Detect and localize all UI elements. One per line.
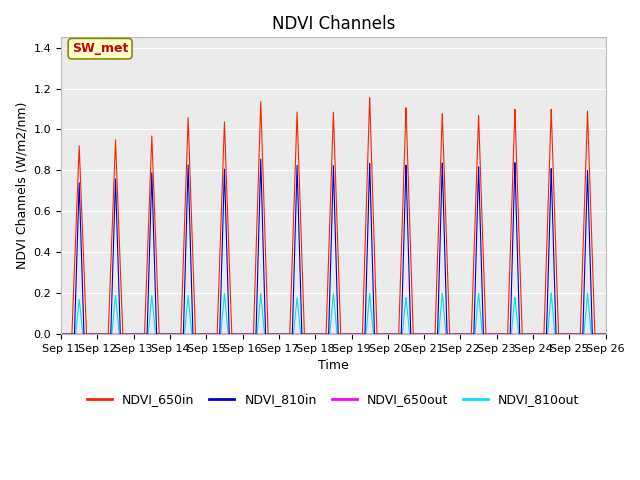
NDVI_650in: [600, 331, 607, 337]
NDVI_810out: [168, 331, 175, 337]
NDVI_810out: [173, 331, 181, 337]
NDVI_810in: [486, 331, 493, 337]
NDVI_650out: [57, 331, 65, 337]
NDVI_650out: [173, 331, 181, 337]
NDVI_810in: [257, 156, 264, 162]
NDVI_650in: [602, 331, 609, 337]
NDVI_810out: [486, 331, 493, 337]
NDVI_810in: [261, 313, 269, 319]
NDVI_650in: [366, 95, 374, 101]
NDVI_650out: [600, 331, 607, 337]
NDVI_650in: [409, 308, 417, 313]
NDVI_650out: [602, 331, 609, 337]
NDVI_810in: [57, 331, 65, 337]
Line: NDVI_650in: NDVI_650in: [61, 98, 605, 334]
NDVI_650out: [261, 331, 269, 337]
Legend: NDVI_650in, NDVI_810in, NDVI_650out, NDVI_810out: NDVI_650in, NDVI_810in, NDVI_650out, NDV…: [82, 388, 584, 411]
NDVI_810out: [261, 331, 269, 337]
NDVI_810in: [602, 331, 609, 337]
NDVI_810in: [600, 331, 607, 337]
NDVI_650out: [486, 331, 493, 337]
NDVI_650in: [486, 331, 493, 337]
NDVI_810out: [600, 331, 607, 337]
NDVI_810in: [409, 331, 417, 337]
NDVI_810out: [408, 331, 416, 337]
X-axis label: Time: Time: [318, 360, 349, 372]
NDVI_650out: [408, 331, 416, 337]
NDVI_650in: [57, 331, 65, 337]
NDVI_650in: [261, 232, 269, 238]
NDVI_810out: [57, 331, 65, 337]
Line: NDVI_810in: NDVI_810in: [61, 159, 605, 334]
NDVI_810in: [173, 331, 181, 337]
NDVI_650in: [173, 331, 181, 337]
NDVI_650out: [168, 331, 175, 337]
NDVI_810in: [168, 331, 175, 337]
Line: NDVI_810out: NDVI_810out: [61, 293, 605, 334]
NDVI_810out: [602, 331, 609, 337]
Title: NDVI Channels: NDVI Channels: [271, 15, 395, 33]
NDVI_650in: [168, 331, 175, 337]
NDVI_810out: [584, 290, 591, 296]
Y-axis label: NDVI Channels (W/m2/nm): NDVI Channels (W/m2/nm): [15, 102, 28, 269]
Text: SW_met: SW_met: [72, 42, 128, 55]
